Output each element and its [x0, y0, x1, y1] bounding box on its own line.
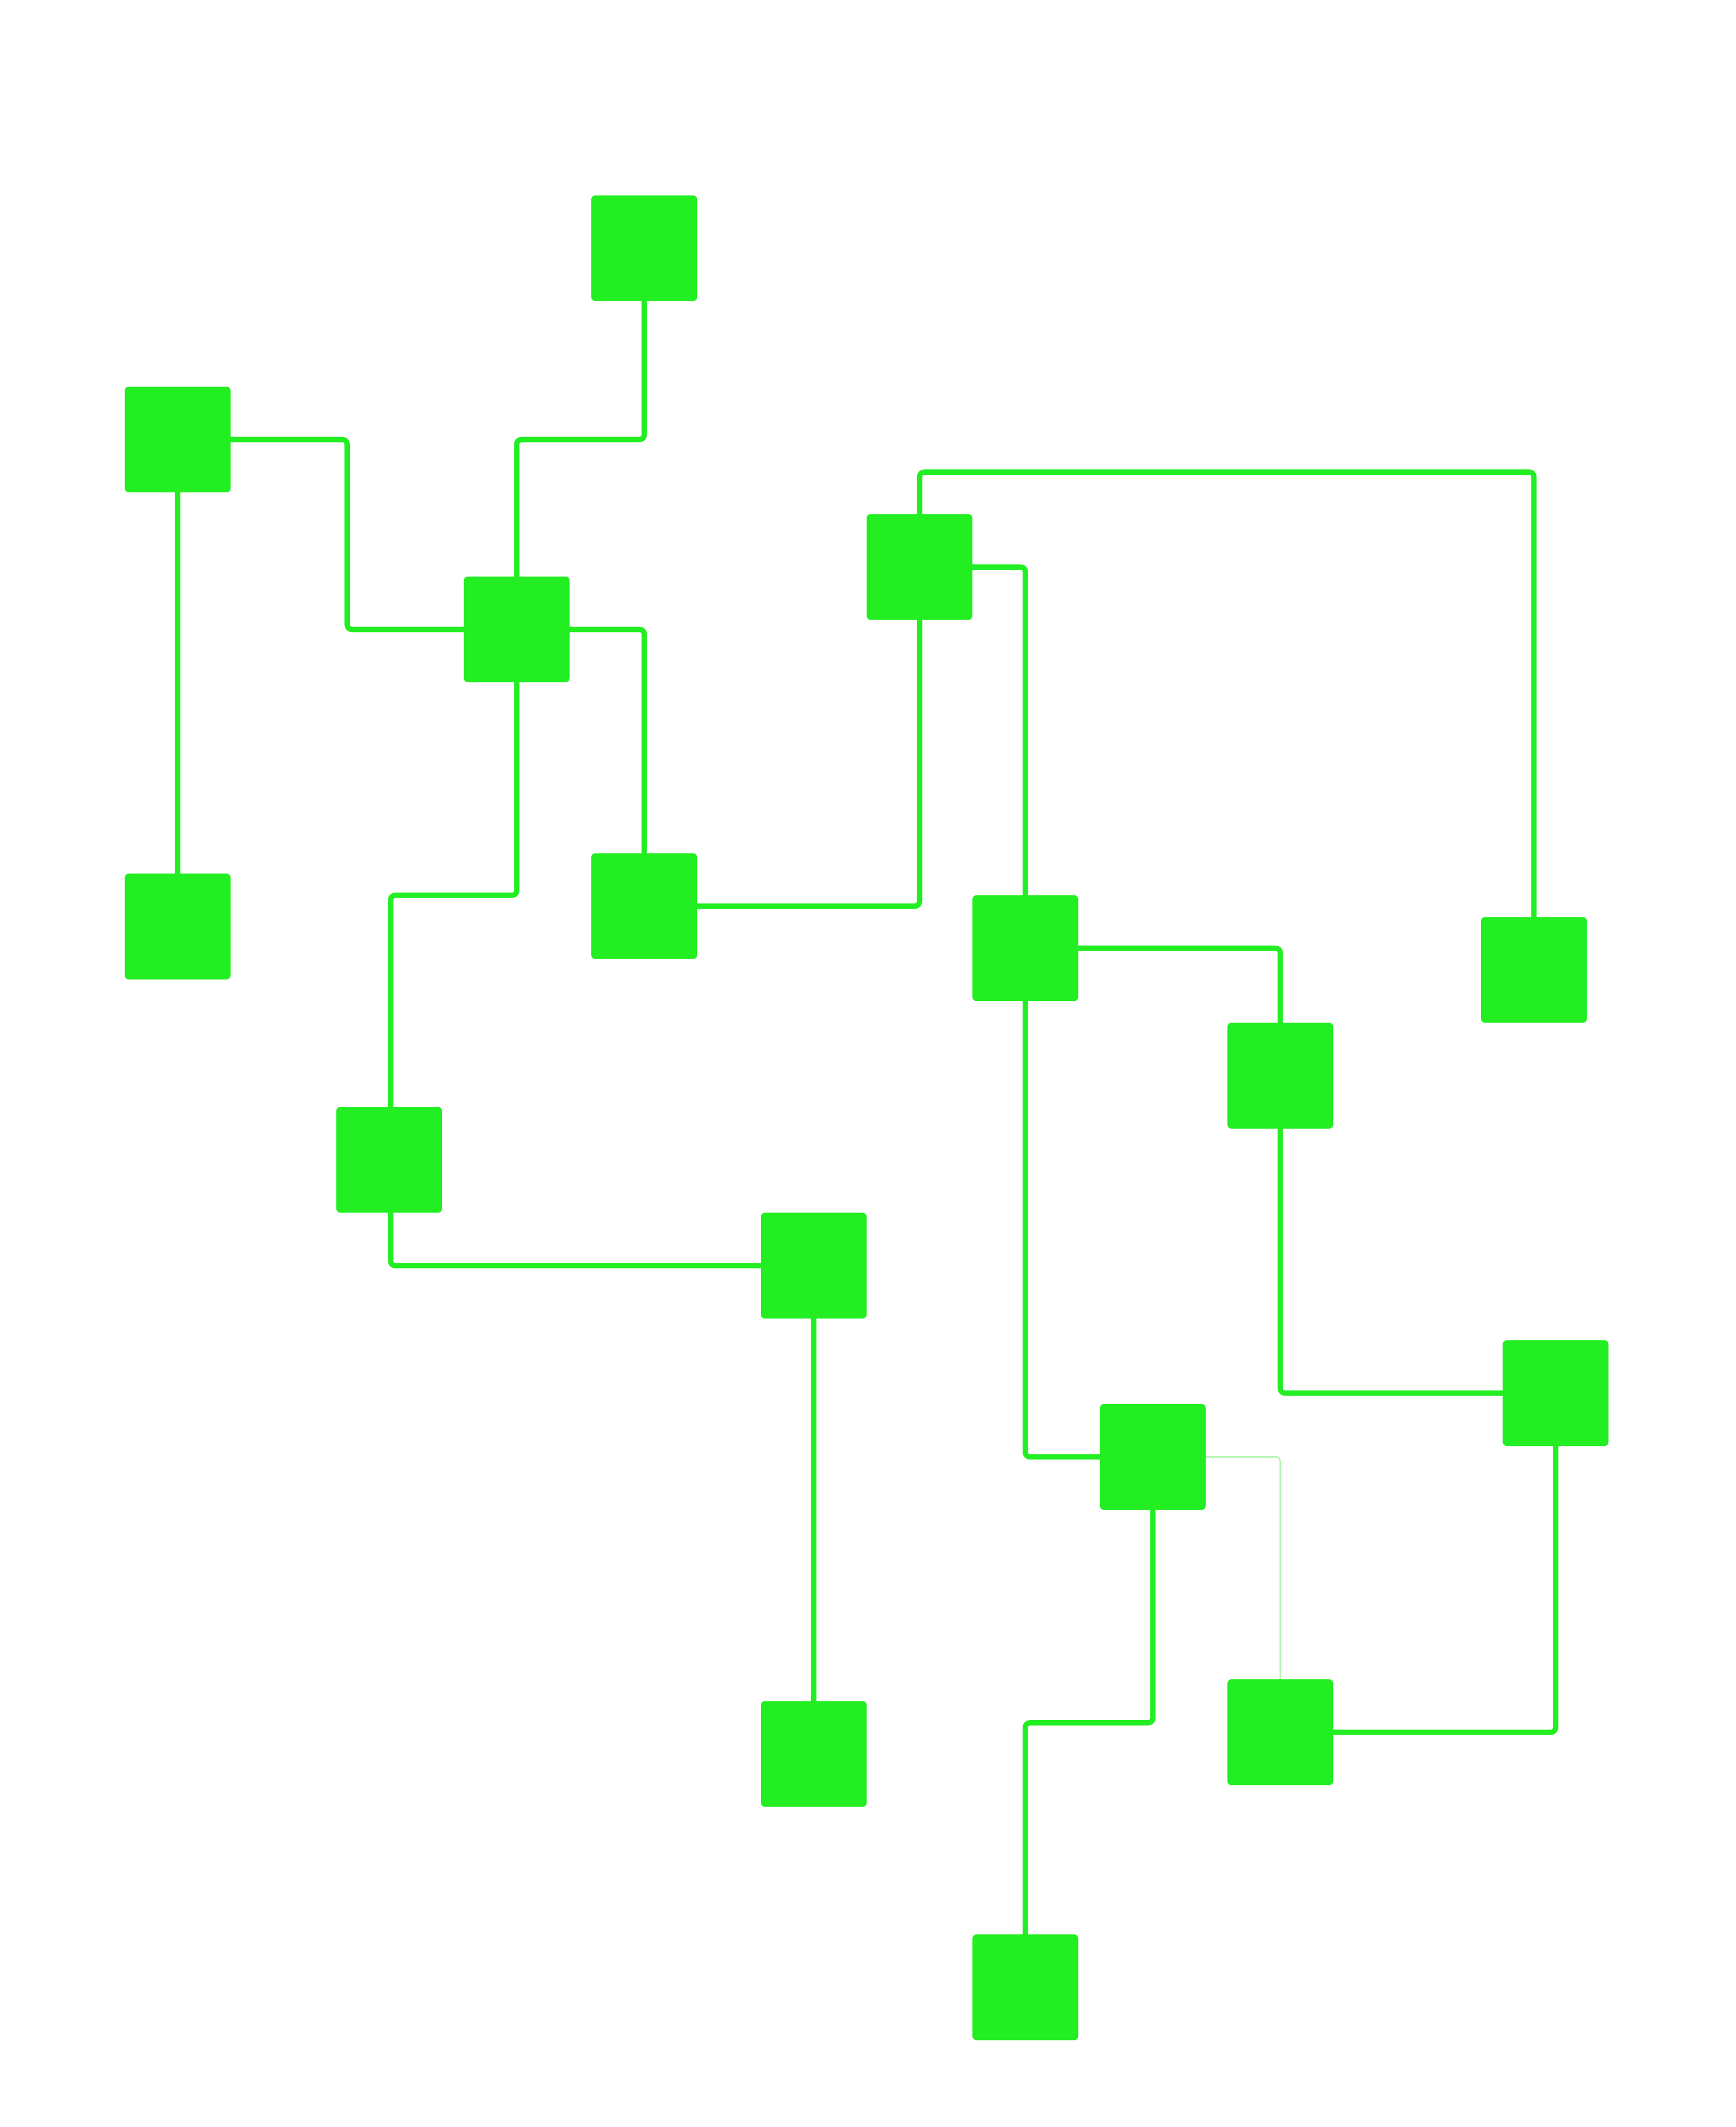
node-12	[1503, 1340, 1609, 1446]
edge-12-15	[1330, 1442, 1558, 1735]
edge-2-3	[228, 436, 468, 633]
edge-7-9	[1075, 945, 1283, 1027]
node-8	[1480, 917, 1587, 1023]
node-6	[591, 853, 698, 959]
node-11	[760, 1212, 867, 1319]
node-3	[464, 576, 570, 683]
edge-4-7	[969, 564, 1028, 900]
node-14	[760, 1701, 867, 1807]
edge-3-6	[566, 626, 647, 857]
edge-13-15-faint	[1203, 1456, 1282, 1684]
edge-4-8	[916, 469, 1537, 921]
nodes-layer	[124, 195, 1609, 2041]
node-13	[1099, 1403, 1206, 1510]
node-1	[591, 195, 698, 301]
node-5	[124, 873, 231, 980]
node-15	[1227, 1679, 1334, 1786]
edge-13-16	[1023, 1505, 1156, 1939]
node-10	[336, 1107, 443, 1213]
edge-9-12	[1278, 1124, 1506, 1396]
node-4	[867, 514, 973, 620]
node-2	[124, 386, 231, 493]
node-7	[972, 895, 1079, 1002]
edge-7-13	[1023, 997, 1104, 1460]
node-9	[1227, 1023, 1334, 1129]
edge-1-3	[514, 298, 647, 583]
edge-6-4	[694, 616, 923, 909]
node-16	[972, 1934, 1079, 2041]
edge-3-10	[388, 678, 519, 1111]
edge-10-11	[388, 1208, 764, 1268]
edges-layer	[175, 298, 1558, 1939]
